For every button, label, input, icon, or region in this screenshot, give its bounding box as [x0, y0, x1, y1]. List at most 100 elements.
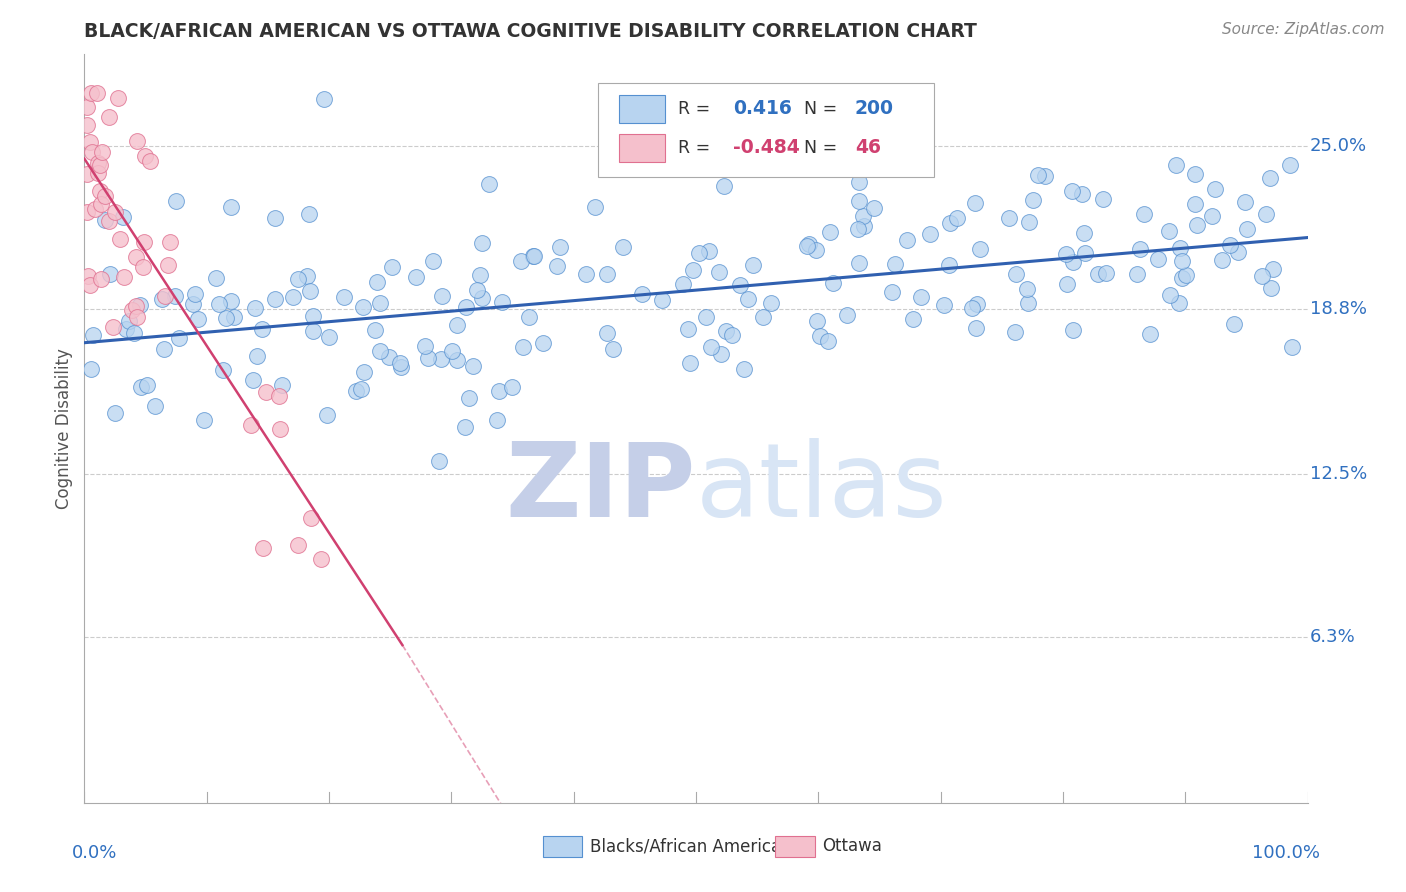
Point — [441, 344, 464, 359]
Text: 0.416: 0.416 — [733, 100, 792, 119]
Point — [1250, 268, 1272, 283]
Point — [97, 111, 120, 125]
Point — [463, 359, 485, 373]
Point — [512, 340, 534, 354]
Point — [250, 321, 273, 335]
Point — [804, 243, 827, 257]
Point — [314, 92, 336, 106]
Point — [267, 389, 290, 403]
Point — [76, 167, 98, 181]
Point — [163, 288, 186, 302]
Point — [155, 289, 177, 303]
Point — [471, 235, 494, 250]
Point — [454, 420, 477, 434]
Point — [243, 301, 266, 316]
Point — [430, 289, 453, 303]
Point — [1095, 266, 1118, 280]
Point — [157, 258, 180, 272]
Point — [1126, 268, 1149, 282]
Point — [299, 284, 322, 298]
Point — [1073, 226, 1095, 240]
Point — [517, 310, 540, 324]
Point — [86, 156, 108, 170]
Point — [817, 334, 839, 348]
Point — [1054, 246, 1077, 260]
Point — [301, 309, 323, 323]
Point — [219, 200, 242, 214]
Point — [427, 454, 450, 468]
Point — [1167, 296, 1189, 310]
Point — [239, 417, 262, 432]
Point — [672, 277, 695, 292]
Point — [90, 197, 112, 211]
Point — [1146, 252, 1168, 266]
Point — [270, 378, 292, 392]
Point — [287, 538, 309, 552]
Text: R =: R = — [678, 100, 710, 118]
Point — [852, 209, 875, 223]
Point — [1159, 288, 1181, 302]
Point — [1026, 169, 1049, 183]
Text: 6.3%: 6.3% — [1310, 628, 1355, 646]
Point — [548, 240, 571, 254]
Point — [299, 510, 322, 524]
Point — [1170, 253, 1192, 268]
Point — [84, 202, 107, 217]
Point — [1171, 270, 1194, 285]
Point — [298, 207, 321, 221]
Point — [76, 100, 98, 114]
Point — [1279, 158, 1302, 172]
Point — [721, 327, 744, 342]
Point — [1070, 186, 1092, 201]
Point — [797, 237, 820, 252]
Point — [333, 289, 356, 303]
Point — [80, 362, 103, 376]
Point — [79, 136, 101, 150]
Point — [880, 285, 903, 299]
Point — [89, 158, 111, 172]
Point — [522, 249, 544, 263]
Point — [965, 195, 987, 210]
Point — [101, 320, 124, 334]
Point — [79, 278, 101, 293]
Point — [821, 276, 844, 290]
Point — [378, 351, 401, 365]
Point — [678, 321, 700, 335]
Point — [612, 240, 634, 254]
Point — [934, 298, 956, 312]
Point — [1219, 238, 1241, 252]
Point — [697, 244, 720, 258]
Point — [796, 239, 818, 253]
Point — [883, 257, 905, 271]
Point — [413, 339, 436, 353]
Point — [184, 286, 207, 301]
Point — [808, 329, 831, 343]
FancyBboxPatch shape — [619, 134, 665, 162]
Point — [1091, 193, 1114, 207]
Point — [422, 253, 444, 268]
Point — [835, 308, 858, 322]
Text: 12.5%: 12.5% — [1310, 465, 1367, 483]
Point — [583, 200, 606, 214]
Text: N =: N = — [804, 100, 837, 118]
Point — [1185, 218, 1208, 232]
Text: BLACK/AFRICAN AMERICAN VS OTTAWA COGNITIVE DISABILITY CORRELATION CHART: BLACK/AFRICAN AMERICAN VS OTTAWA COGNITI… — [84, 21, 977, 41]
Point — [368, 296, 391, 310]
Point — [707, 265, 730, 279]
Point — [301, 324, 323, 338]
Point — [896, 233, 918, 247]
Point — [700, 340, 723, 354]
Point — [1234, 194, 1257, 209]
Point — [682, 262, 704, 277]
Point — [121, 302, 143, 317]
Point — [1060, 184, 1083, 198]
Point — [938, 258, 960, 272]
Text: R =: R = — [678, 139, 710, 157]
Point — [853, 219, 876, 234]
Point — [509, 254, 531, 268]
Point — [134, 149, 156, 163]
Point — [181, 296, 204, 310]
Text: Blacks/African Americans: Blacks/African Americans — [589, 838, 800, 855]
Point — [89, 184, 111, 198]
Point — [501, 380, 523, 394]
